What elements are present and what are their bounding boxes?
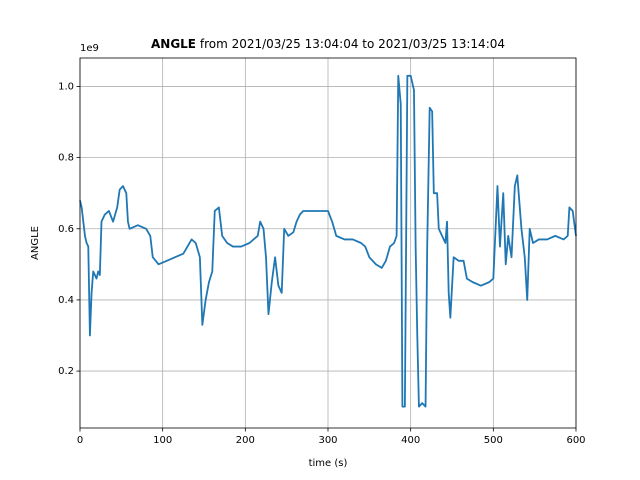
- y-tick-label: 1.0: [58, 81, 74, 92]
- axes-frame: [79, 57, 577, 429]
- chart-title: ANGLE from 2021/03/25 13:04:04 to 2021/0…: [151, 37, 505, 51]
- x-tick-label: 200: [236, 435, 255, 446]
- y-tick-label: 0.2: [58, 366, 74, 377]
- title-bold: ANGLE: [151, 37, 196, 51]
- title-rest: from 2021/03/25 13:04:04 to 2021/03/25 1…: [200, 37, 505, 51]
- x-tick-label: 300: [318, 435, 337, 446]
- y-offset-label: 1e9: [80, 43, 99, 54]
- x-tick-label: 0: [77, 435, 83, 446]
- x-tick-label: 500: [484, 435, 503, 446]
- y-tick-label: 0.6: [58, 224, 74, 235]
- x-tick-label: 600: [566, 435, 585, 446]
- x-axis-label: time (s): [309, 458, 348, 469]
- y-tick-label: 0.4: [58, 295, 74, 306]
- y-tick-label: 0.8: [58, 153, 74, 164]
- x-tick-label: 400: [401, 435, 420, 446]
- y-axis-label: ANGLE: [30, 226, 41, 260]
- x-tick-label: 100: [153, 435, 172, 446]
- data-line: [79, 74, 577, 408]
